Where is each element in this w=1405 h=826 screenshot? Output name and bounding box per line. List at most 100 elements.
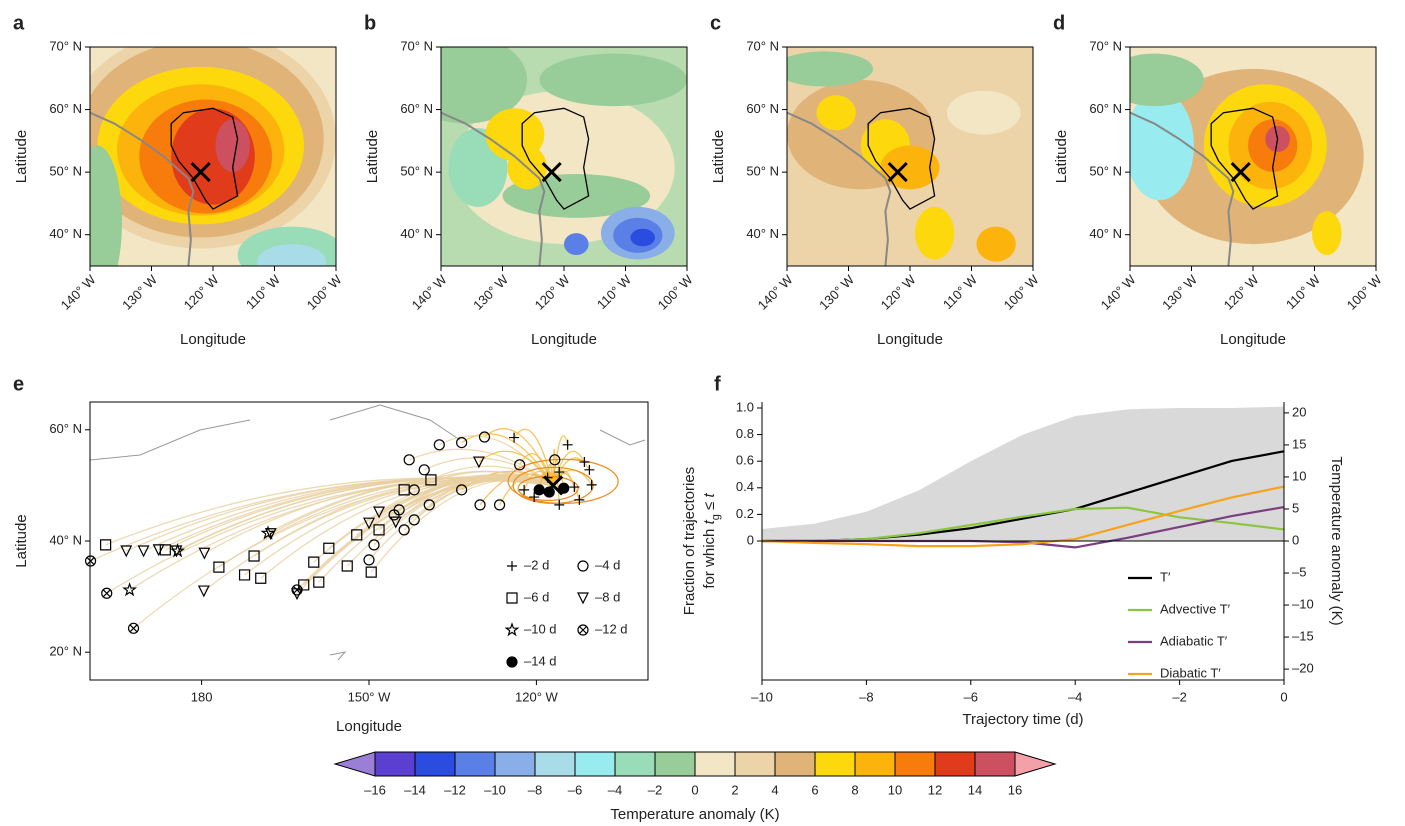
y-tick-label: 0.4 bbox=[736, 479, 754, 494]
panel-letter: b bbox=[364, 12, 376, 34]
trajectory-marker bbox=[313, 576, 325, 588]
fraction-area bbox=[762, 406, 1284, 541]
x-axis-label: Longitude bbox=[180, 331, 246, 348]
x-tick-label: 100° W bbox=[655, 271, 696, 312]
anomaly-field bbox=[564, 233, 589, 256]
trajectory-marker bbox=[569, 482, 580, 493]
trajectory-marker bbox=[291, 584, 303, 596]
colorbar-bin bbox=[695, 752, 735, 776]
trajectory-marker bbox=[549, 454, 561, 466]
x-tick-label: 130° W bbox=[816, 271, 857, 312]
y-tick-label: 50° N bbox=[746, 164, 779, 179]
anomaly-field bbox=[816, 95, 856, 131]
colorbar-tick-label: –6 bbox=[568, 782, 582, 797]
x-tick-label: 140° W bbox=[755, 271, 796, 312]
heat-region bbox=[170, 107, 239, 210]
map-field bbox=[787, 47, 1033, 266]
trajectory-marker bbox=[478, 431, 491, 443]
anomaly-field bbox=[880, 145, 940, 190]
panel-letter: c bbox=[710, 12, 721, 34]
trajectory-marker bbox=[368, 539, 380, 551]
colorbar-tick-label: 14 bbox=[968, 782, 982, 797]
y-axis-label: Latitude bbox=[1053, 130, 1070, 183]
y-tick-label: 70° N bbox=[746, 38, 779, 53]
y-tick-label: 60° N bbox=[400, 101, 433, 116]
colorbar-bin bbox=[775, 752, 815, 776]
legend-label: –4 d bbox=[595, 557, 620, 572]
anomaly-field bbox=[914, 206, 955, 260]
y-tick-label: 0.6 bbox=[736, 453, 754, 468]
legend-label: –10 d bbox=[524, 621, 557, 636]
colorbar-tick-label: 8 bbox=[851, 782, 858, 797]
legend-label: –12 d bbox=[595, 621, 628, 636]
trajectory bbox=[328, 477, 554, 549]
y-tick-label: 60° N bbox=[1089, 101, 1122, 116]
trajectory-marker bbox=[264, 528, 277, 541]
legend-label: –2 d bbox=[524, 557, 549, 572]
y2-tick-label: 5 bbox=[1292, 500, 1299, 515]
trajectory bbox=[461, 433, 554, 486]
y-tick-label: 70° N bbox=[49, 38, 82, 53]
x-tick-label: 120° W bbox=[532, 271, 573, 312]
trajectory-marker bbox=[554, 467, 565, 478]
trajectory-marker bbox=[341, 560, 353, 572]
colorbar-bin bbox=[975, 752, 1015, 776]
series-line bbox=[762, 506, 1285, 543]
colorbar-tick-label: 0 bbox=[691, 782, 698, 797]
trajectory-marker bbox=[137, 545, 150, 558]
x-tick-label: 140° W bbox=[1098, 271, 1139, 312]
trajectory-marker bbox=[101, 587, 113, 599]
y-axis-label: Latitude bbox=[364, 130, 381, 183]
anomaly-field bbox=[502, 174, 651, 218]
trajectory-marker bbox=[255, 572, 267, 584]
trajectory-marker bbox=[197, 585, 210, 598]
trajectory-marker bbox=[433, 439, 445, 451]
trajectory bbox=[439, 435, 554, 486]
x-tick-label: –10 bbox=[751, 689, 773, 704]
trajectory-marker bbox=[423, 499, 435, 511]
trajectory-marker bbox=[393, 504, 405, 516]
trajectory-marker bbox=[323, 542, 335, 554]
x-tick-label: –2 bbox=[1172, 689, 1186, 704]
y-axis-label-part: ≤ bbox=[701, 498, 718, 515]
colorbar-bin bbox=[495, 752, 535, 776]
y-tick-label: 0 bbox=[747, 532, 754, 547]
anomaly-field bbox=[539, 53, 687, 107]
y-tick-label: 40° N bbox=[49, 226, 82, 241]
trajectory-marker bbox=[122, 582, 138, 597]
coastline bbox=[90, 111, 195, 266]
x-tick-label: 0 bbox=[1280, 689, 1287, 704]
colorbar-bin bbox=[575, 752, 615, 776]
y-axis-label: Fraction of trajectories bbox=[681, 467, 698, 615]
y-tick-label: 40° N bbox=[746, 226, 779, 241]
trajectory-marker bbox=[248, 550, 260, 562]
y2-tick-label: –20 bbox=[1292, 661, 1314, 676]
trajectory-marker bbox=[533, 484, 545, 496]
coastline bbox=[1130, 111, 1235, 266]
colorbar-tick-label: –14 bbox=[404, 782, 426, 797]
legend-marker bbox=[577, 624, 589, 636]
x-tick-label: 130° W bbox=[470, 271, 511, 312]
trajectory-marker bbox=[389, 516, 402, 529]
trajectory-marker bbox=[554, 499, 565, 510]
anomaly-field bbox=[1130, 53, 1204, 107]
legend-marker bbox=[577, 592, 589, 605]
x-tick-label: 140° W bbox=[58, 271, 99, 312]
y-tick-label: 50° N bbox=[400, 164, 433, 179]
colorbar-tick-label: –10 bbox=[484, 782, 506, 797]
legend-marker bbox=[507, 561, 517, 571]
location-x bbox=[190, 161, 211, 183]
trajectory-marker bbox=[584, 464, 595, 475]
map-field bbox=[90, 47, 336, 266]
y2-axis-label: Temperature anomaly (K) bbox=[1328, 456, 1345, 625]
trajectory-marker bbox=[363, 517, 375, 530]
x-axis-label: Longitude bbox=[1220, 331, 1286, 348]
colorbar-bin bbox=[735, 752, 775, 776]
colorbar-tick-label: 4 bbox=[771, 782, 778, 797]
end-x bbox=[543, 475, 564, 496]
anomaly-field bbox=[787, 51, 874, 87]
x-axis-label: Longitude bbox=[336, 718, 402, 735]
trajectory-marker bbox=[514, 459, 526, 471]
y-axis-label-part: t bbox=[701, 493, 718, 498]
